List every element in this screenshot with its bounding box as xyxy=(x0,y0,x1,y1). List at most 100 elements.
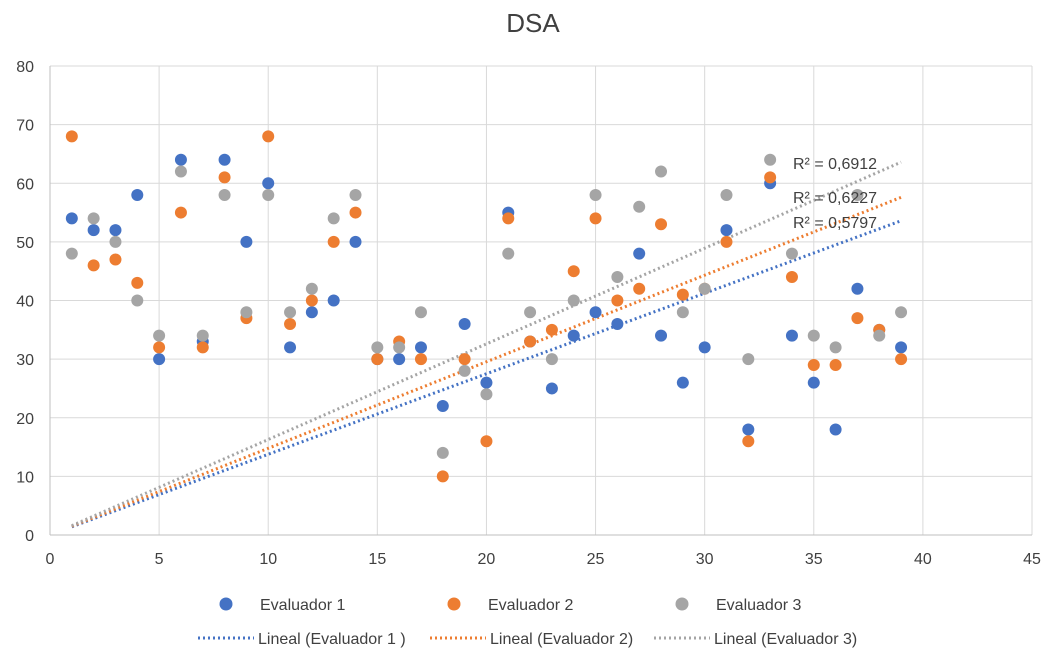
y-tick-label: 0 xyxy=(25,528,34,545)
data-point-series-3 xyxy=(764,153,777,166)
x-tick-label: 10 xyxy=(259,551,277,568)
data-point-series-2 xyxy=(633,282,646,295)
data-point-series-2 xyxy=(458,353,471,366)
data-point-series-2 xyxy=(65,130,78,143)
data-point-series-1 xyxy=(785,329,798,342)
legend-label: Evaluador 3 xyxy=(716,597,801,614)
y-tick-label: 50 xyxy=(16,235,34,252)
data-point-series-2 xyxy=(589,212,602,225)
r2-label: R² = 0,6912 xyxy=(793,156,877,173)
trendlines xyxy=(71,160,902,529)
data-point-series-2 xyxy=(480,435,493,448)
data-point-series-3 xyxy=(262,188,275,201)
trendline-series-2 xyxy=(71,195,902,528)
data-point-series-3 xyxy=(524,306,537,319)
y-tick-label: 30 xyxy=(16,352,34,369)
data-point-series-1 xyxy=(851,282,864,295)
data-point-series-3 xyxy=(65,247,78,260)
data-point-series-1 xyxy=(327,294,340,307)
data-point-series-3 xyxy=(698,282,711,295)
data-point-series-2 xyxy=(196,341,209,354)
data-point-series-3 xyxy=(174,165,187,178)
legend-label: Evaluador 1 xyxy=(260,597,345,614)
data-point-series-2 xyxy=(349,206,362,219)
x-tick-label: 40 xyxy=(914,551,932,568)
data-point-series-3 xyxy=(436,446,449,459)
y-tick-label: 40 xyxy=(16,294,34,311)
data-point-series-3 xyxy=(785,247,798,260)
trendline-series-1 xyxy=(71,219,902,529)
legend-trendline-label: Lineal (Evaluador 1 ) xyxy=(258,631,406,648)
r2-label: R² = 0,5797 xyxy=(793,215,877,232)
r2-labels: R² = 0,5797 R² = 0,6227 R² = 0,6912 xyxy=(793,156,877,232)
axes: 0 10 20 30 40 50 60 70 80 0 5 10 15 20 25 30 35 40 45 xyxy=(16,59,1041,568)
x-tick-label: 30 xyxy=(696,551,714,568)
x-tick-label: 15 xyxy=(368,551,386,568)
data-point-series-3 xyxy=(480,388,493,401)
data-point-series-1 xyxy=(633,247,646,260)
x-tick-label: 20 xyxy=(478,551,496,568)
data-point-series-3 xyxy=(895,306,908,319)
y-tick-label: 20 xyxy=(16,411,34,428)
x-tick-label: 45 xyxy=(1023,551,1041,568)
data-point-series-2 xyxy=(327,235,340,248)
data-point-series-2 xyxy=(174,206,187,219)
data-point-series-2 xyxy=(807,358,820,371)
data-point-series-3 xyxy=(611,271,624,284)
data-point-series-3 xyxy=(720,188,733,201)
data-point-series-1 xyxy=(65,212,78,225)
data-point-series-3 xyxy=(873,329,886,342)
data-point-series-2 xyxy=(414,353,427,366)
data-point-series-1 xyxy=(458,317,471,330)
data-point-series-3 xyxy=(742,353,755,366)
data-point-series-1 xyxy=(698,341,711,354)
data-point-series-2 xyxy=(764,171,777,184)
data-point-series-2 xyxy=(895,353,908,366)
data-point-series-2 xyxy=(524,335,537,348)
data-point-series-1 xyxy=(218,153,231,166)
data-point-series-1 xyxy=(349,235,362,248)
data-point-series-2 xyxy=(502,212,515,225)
data-point-series-1 xyxy=(676,376,689,389)
data-point-series-1 xyxy=(240,235,253,248)
data-point-series-2 xyxy=(109,253,122,266)
data-point-series-3 xyxy=(109,235,122,248)
data-point-series-2 xyxy=(371,353,384,366)
y-tick-label: 80 xyxy=(16,59,34,76)
data-point-series-1 xyxy=(174,153,187,166)
data-point-series-3 xyxy=(393,341,406,354)
data-point-series-2 xyxy=(829,358,842,371)
data-point-series-1 xyxy=(262,177,275,190)
data-points xyxy=(65,130,908,483)
data-point-series-2 xyxy=(284,317,297,330)
data-point-series-1 xyxy=(131,188,144,201)
data-point-series-1 xyxy=(153,353,166,366)
data-point-series-2 xyxy=(131,276,144,289)
data-point-series-3 xyxy=(305,282,318,295)
data-point-series-2 xyxy=(720,235,733,248)
x-tick-label: 25 xyxy=(587,551,605,568)
data-point-series-3 xyxy=(131,294,144,307)
data-point-series-1 xyxy=(545,382,558,395)
chart-title: DSA xyxy=(506,8,560,38)
data-point-series-1 xyxy=(436,400,449,413)
y-tick-label: 10 xyxy=(16,469,34,486)
data-point-series-1 xyxy=(807,376,820,389)
data-point-series-2 xyxy=(87,259,100,272)
data-point-series-2 xyxy=(742,435,755,448)
data-point-series-1 xyxy=(567,329,580,342)
data-point-series-3 xyxy=(284,306,297,319)
data-point-series-3 xyxy=(371,341,384,354)
data-point-series-1 xyxy=(611,317,624,330)
legend-marker-series-3 xyxy=(675,597,689,611)
data-point-series-1 xyxy=(895,341,908,354)
data-point-series-3 xyxy=(414,306,427,319)
data-point-series-1 xyxy=(829,423,842,436)
data-point-series-1 xyxy=(284,341,297,354)
trendline-series-3 xyxy=(71,160,902,527)
data-point-series-3 xyxy=(676,306,689,319)
data-point-series-2 xyxy=(785,271,798,284)
data-point-series-3 xyxy=(567,294,580,307)
